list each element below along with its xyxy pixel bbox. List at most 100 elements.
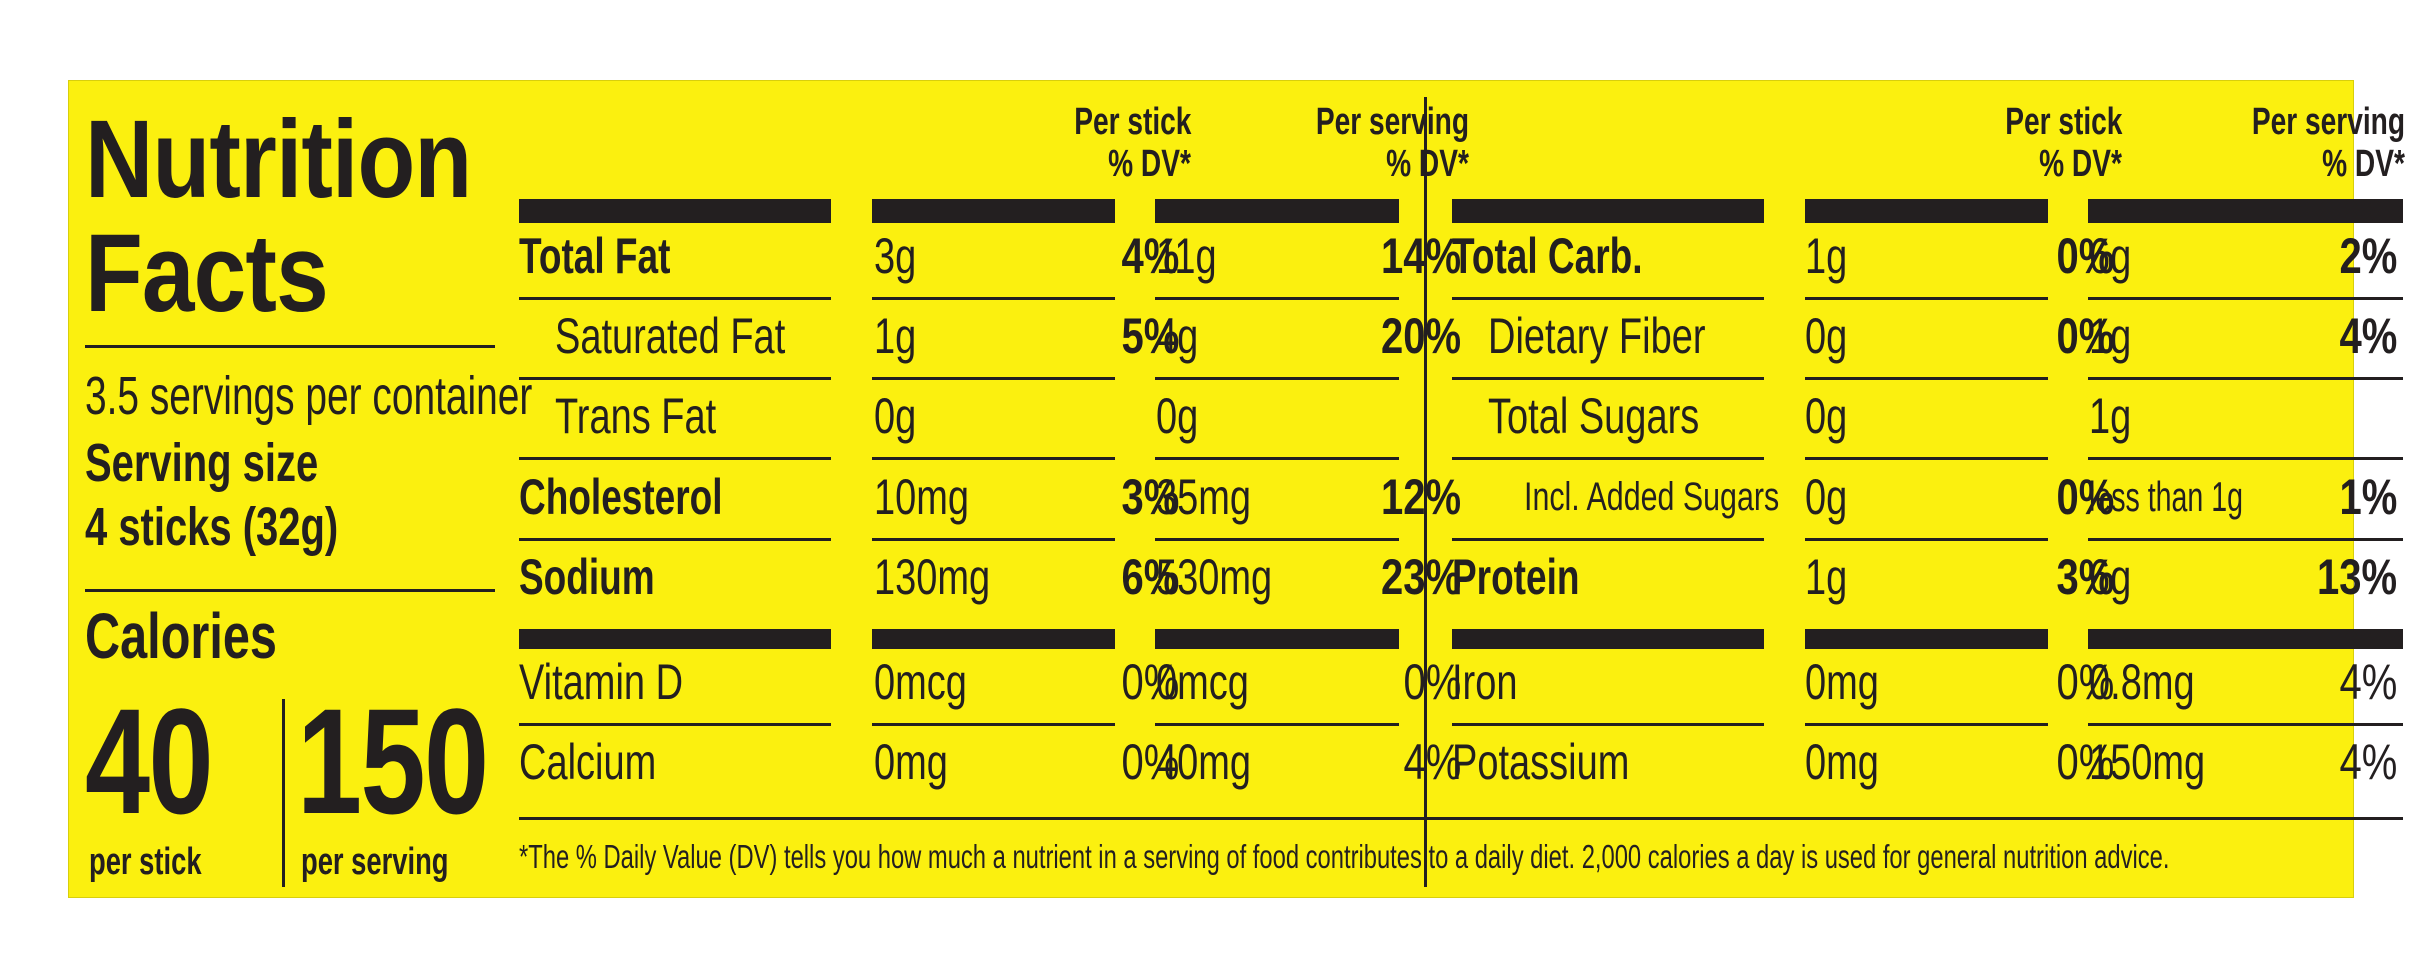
left-row-rule	[519, 457, 831, 460]
left-row-rule	[1155, 297, 1399, 300]
per-serving-amount: 530mg	[1156, 549, 1273, 605]
nutrient-name: Incl. Added Sugars	[1524, 475, 1780, 519]
per-stick-dv: 0%	[2056, 654, 2114, 710]
left-row-rule	[519, 723, 831, 726]
per-serving-dv: 1%	[2339, 469, 2397, 525]
per-stick-amount: 0g	[1805, 308, 1848, 364]
per-serving-dv: 20%	[1380, 308, 1461, 364]
per-serving-amount: 6g	[2089, 228, 2132, 284]
right-row-rule	[2088, 377, 2403, 380]
left-per-stick-header: Per stick % DV*	[1073, 101, 1191, 185]
per-stick-dv: 0%	[2056, 228, 2114, 284]
per-stick-amount: 0g	[874, 388, 917, 444]
right-row-rule	[1452, 377, 1764, 380]
right-row-rule	[1805, 377, 2048, 380]
right-per-stick-header: Per stick % DV*	[2004, 101, 2122, 185]
per-stick-amount: 1g	[1805, 549, 1848, 605]
per-stick-amount: 0mg	[1805, 654, 1879, 710]
per-stick-amount: 0mg	[874, 734, 948, 790]
calories-per-serving-label: per serving	[301, 841, 449, 883]
nutrient-name: Potassium	[1452, 734, 1630, 790]
title-divider	[85, 345, 495, 348]
per-serving-dv: 4%	[2339, 734, 2397, 790]
calories-per-serving: 150	[297, 677, 489, 845]
per-serving-dv: 23%	[1380, 549, 1461, 605]
right-row-rule	[1452, 297, 1764, 300]
right-top-thick-bar	[1452, 199, 1764, 223]
per-serving-dv: 0%	[1403, 654, 1461, 710]
title-line-2: Facts	[85, 212, 329, 335]
per-serving-amount: 1g	[2089, 308, 2132, 364]
nutrient-name: Vitamin D	[519, 654, 684, 710]
per-stick-amount: 130mg	[874, 549, 991, 605]
left-row-rule	[1155, 377, 1399, 380]
calories-per-stick-label: per stick	[89, 841, 202, 883]
left-row-rule	[1155, 723, 1399, 726]
left-top-thick-bar	[519, 199, 831, 223]
per-stick-dv: 6%	[1121, 549, 1179, 605]
per-serving-dv: 14%	[1380, 228, 1461, 284]
per-stick-dv: 3%	[1121, 469, 1179, 525]
servings-per-container: 3.5 servings per container	[85, 366, 533, 426]
right-top-thick-bar	[1805, 199, 2048, 223]
left-row-rule	[872, 297, 1115, 300]
per-serving-dv: 2%	[2339, 228, 2397, 284]
right-row-rule	[1805, 297, 2048, 300]
calories-per-stick: 40	[85, 677, 214, 845]
left-row-rule	[872, 377, 1115, 380]
nutrient-name: Total Fat	[519, 228, 671, 284]
per-stick-amount: 10mg	[874, 469, 970, 525]
right-thick-bar	[1805, 629, 2048, 649]
right-row-rule	[1805, 538, 2048, 541]
nutrition-facts-title: Nutrition Facts	[85, 103, 534, 331]
right-row-rule	[1452, 457, 1764, 460]
per-serving-amount: 6g	[2089, 549, 2132, 605]
left-thick-bar	[519, 629, 831, 649]
left-row-rule	[1155, 457, 1399, 460]
per-serving-dv: 12%	[1380, 469, 1461, 525]
right-thick-bar	[2088, 629, 2403, 649]
serving-size-value: 4 sticks (32g)	[85, 497, 339, 557]
per-stick-dv: 0%	[2056, 469, 2114, 525]
left-row-rule	[872, 457, 1115, 460]
nutrient-name: Trans Fat	[555, 388, 717, 444]
serving-divider	[85, 589, 495, 592]
right-row-rule	[2088, 538, 2403, 541]
left-row-rule	[519, 377, 831, 380]
per-serving-amount: 1g	[2089, 388, 2132, 444]
per-serving-amount: 0.8mg	[2089, 654, 2195, 710]
calories-label: Calories	[85, 600, 277, 672]
per-stick-amount: 0g	[1805, 388, 1848, 444]
per-serving-amount: less than 1g	[2089, 473, 2244, 520]
per-stick-dv: 3%	[2056, 549, 2114, 605]
per-serving-dv: 13%	[2316, 549, 2397, 605]
nutrient-name: Total Carb.	[1452, 228, 1643, 284]
left-row-rule	[519, 297, 831, 300]
per-serving-amount: 0g	[1156, 388, 1199, 444]
nutrition-facts-label: Nutrition Facts 3.5 servings per contain…	[68, 80, 2405, 898]
nutrient-name: Dietary Fiber	[1488, 308, 1706, 364]
daily-value-footnote: *The % Daily Value (DV) tells you how mu…	[519, 838, 2170, 875]
per-serving-amount: 40mg	[1156, 734, 1252, 790]
per-stick-dv: 4%	[1121, 228, 1179, 284]
per-serving-amount: 35mg	[1156, 469, 1252, 525]
right-top-thick-bar	[2088, 199, 2403, 223]
footnote-divider	[519, 817, 2403, 820]
serving-size: Serving size 4 sticks (32g)	[85, 431, 427, 559]
per-stick-amount: 1g	[874, 308, 917, 364]
right-row-rule	[1452, 723, 1764, 726]
right-row-rule	[2088, 457, 2403, 460]
serving-size-label: Serving size	[85, 433, 319, 493]
per-stick-amount: 0mcg	[874, 654, 967, 710]
nutrient-name: Iron	[1452, 654, 1518, 710]
per-stick-dv: 0%	[1121, 654, 1179, 710]
left-per-serving-header: Per serving % DV*	[1315, 101, 1469, 185]
left-top-thick-bar	[872, 199, 1115, 223]
right-row-rule	[1452, 538, 1764, 541]
per-stick-dv: 0%	[1121, 734, 1179, 790]
right-row-rule	[1805, 723, 2048, 726]
nutrient-name: Saturated Fat	[555, 308, 786, 364]
per-stick-dv: 0%	[2056, 308, 2114, 364]
per-serving-amount: 4g	[1156, 308, 1199, 364]
nutrient-name: Total Sugars	[1488, 388, 1700, 444]
